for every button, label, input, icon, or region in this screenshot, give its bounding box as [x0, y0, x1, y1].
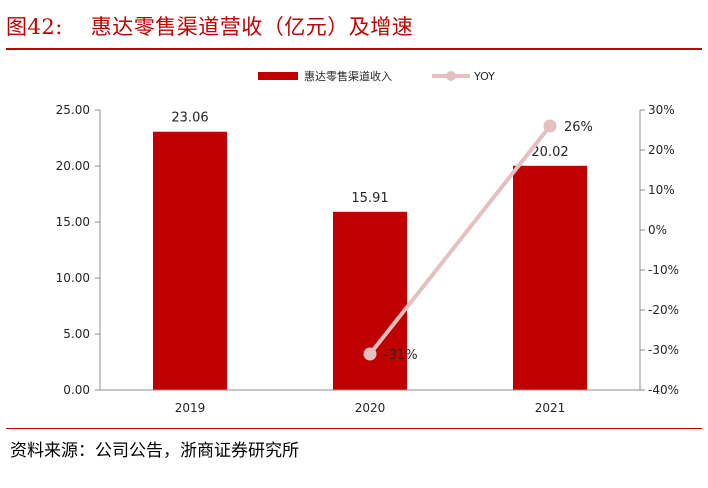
title-divider: [6, 48, 702, 50]
y-right-tick-label: -40%: [648, 383, 679, 397]
figure-caption: 惠达零售渠道营收（亿元）及增速: [90, 15, 414, 39]
bar-value-label: 15.91: [351, 191, 388, 206]
y-left-tick-label: 15.00: [56, 215, 90, 229]
y-right-tick-label: -20%: [648, 303, 679, 317]
y-right-tick-label: 0%: [648, 223, 667, 237]
figure-number: 图42:: [6, 15, 63, 39]
x-tick-label: 2019: [175, 401, 206, 415]
legend-swatch-bar: [258, 72, 298, 80]
yoy-point: [363, 347, 377, 361]
yoy-line: [368, 124, 552, 356]
y-right-tick-label: 20%: [648, 143, 675, 157]
y-right-tick-label: -30%: [648, 343, 679, 357]
y-left-tick-label: 20.00: [56, 159, 90, 173]
source-note: 资料来源：公司公告，浙商证券研究所: [10, 441, 299, 461]
yoy-point: [543, 119, 557, 133]
y-left-tick-label: 25.00: [56, 103, 90, 117]
bar-value-label: 23.06: [171, 111, 208, 126]
revenue-yoy-chart: 惠达零售渠道收入 YOY 0.00 5.00 10.00 15.00 20.00 25.00 -…: [56, 69, 679, 415]
x-tick-label: 2020: [355, 401, 386, 415]
legend-label-line: YOY: [473, 70, 495, 83]
legend-label-bar: 惠达零售渠道收入: [304, 69, 392, 83]
legend-marker-line: [446, 71, 456, 81]
yoy-point-label: 26%: [564, 120, 593, 135]
y-left-tick-label: 0.00: [63, 383, 90, 397]
figure-title: 图42: 惠达零售渠道营收（亿元）及增速: [6, 8, 702, 44]
y-right-tick-label: 30%: [648, 103, 675, 117]
x-tick-label: 2021: [535, 401, 566, 415]
bar: [513, 165, 587, 390]
chart-area: 惠达零售渠道收入 YOY 0.00 5.00 10.00 15.00 20.00 25.00 -…: [0, 52, 708, 424]
y-left-tick-label: 5.00: [63, 327, 90, 341]
y-right-tick-label: 10%: [648, 183, 675, 197]
bar-value-label: 20.02: [531, 145, 568, 160]
bar: [333, 211, 407, 390]
y-left-tick-label: 10.00: [56, 271, 90, 285]
yoy-point-label: -31%: [384, 348, 418, 363]
bar: [153, 131, 227, 390]
y-right-tick-label: -10%: [648, 263, 679, 277]
source-divider: [6, 428, 702, 429]
